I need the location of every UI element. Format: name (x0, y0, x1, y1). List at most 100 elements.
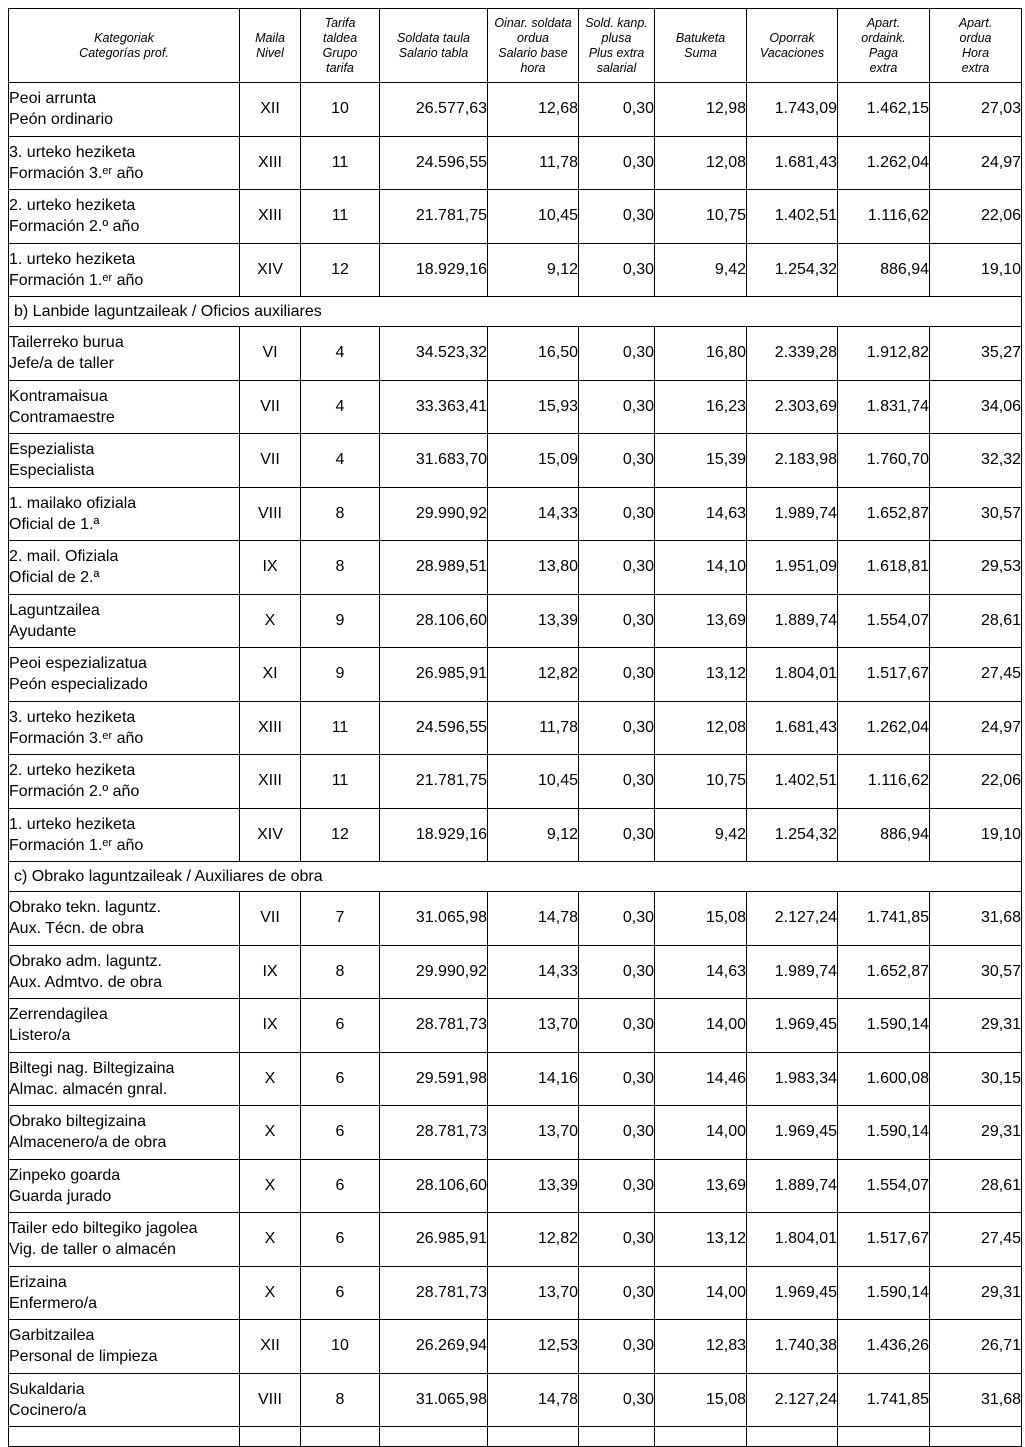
level-cell: XI (239, 647, 301, 702)
category-name-es: Oficial de 2.ª (9, 569, 100, 587)
col-header-line: Apart. (958, 15, 993, 30)
extra-pay-cell: 886,94 (837, 242, 930, 297)
plus-cell: 0,30 (578, 807, 655, 862)
extra-hour-cell: 24,97 (929, 135, 1022, 190)
table-row: Espezialista Especialista VII 4 31.683,70 15,… (8, 433, 1022, 488)
col-header-line: Kategoriak (94, 30, 154, 45)
sum-cell: 14,63 (654, 944, 747, 999)
empty-cell (929, 1426, 1022, 1447)
table-row: Laguntzailea Ayudante X 9 28.106,60 13,39 0,30… (8, 593, 1022, 648)
empty-cell (239, 1426, 301, 1447)
plus-cell: 0,30 (578, 593, 655, 648)
plus-cell: 0,30 (578, 1265, 655, 1320)
group-cell: 4 (300, 433, 380, 488)
table-row: Obrako biltegizaina Almacenero/a de obra X… (8, 1105, 1022, 1160)
category-name-es: Peón especializado (9, 676, 148, 694)
plus-cell: 0,30 (578, 647, 655, 702)
table-row: 2. mail. Ofiziala Oficial de 2.ª IX 8 28.989… (8, 540, 1022, 595)
category-name-es: Jefe/a de taller (9, 355, 114, 373)
category-cell: Sukaldaria Cocinero/a (8, 1372, 240, 1427)
empty-cell (8, 1426, 240, 1447)
base-hour-cell: 10,45 (487, 754, 579, 809)
level-cell: VIII (239, 486, 301, 541)
level-cell: VII (239, 433, 301, 488)
extra-hour-cell: 19,10 (929, 242, 1022, 297)
level-cell: X (239, 593, 301, 648)
col-header-level: Maila Nivel (239, 8, 301, 83)
base-hour-cell: 13,80 (487, 540, 579, 595)
salary-table-cell: 31.065,98 (379, 1372, 488, 1427)
category-name-eu: 1. urteko heziketa (9, 815, 136, 833)
category-name-eu: Sukaldaria (9, 1380, 85, 1398)
col-header-line: Nivel (256, 45, 284, 60)
plus-cell: 0,30 (578, 754, 655, 809)
category-name-es: Contramaestre (9, 408, 115, 426)
col-header-line: ordua (517, 30, 549, 45)
plus-cell: 0,30 (578, 1372, 655, 1427)
category-cell: Zinpeko goarda Guarda jurado (8, 1158, 240, 1213)
extra-pay-cell: 1.590,14 (837, 1265, 930, 1320)
category-name-eu: 2. urteko heziketa (9, 762, 136, 780)
category-name-es: Listero/a (9, 1027, 71, 1045)
category-name-es: Almac. almacén gnral. (9, 1080, 168, 1098)
category-name-eu: Laguntzailea (9, 601, 100, 619)
level-cell: X (239, 1105, 301, 1160)
table-row: 2. urteko heziketa Formación 2.º año XIII 1… (8, 754, 1022, 809)
salary-table-cell: 29.990,92 (379, 486, 488, 541)
vacations-cell: 2.183,98 (746, 433, 838, 488)
base-hour-cell: 15,09 (487, 433, 579, 488)
extra-pay-cell: 1.652,87 (837, 944, 930, 999)
table-row: 1. mailako ofiziala Oficial de 1.ª VIII 8 29… (8, 486, 1022, 541)
extra-pay-cell: 1.554,07 (837, 1158, 930, 1213)
category-name-es: Formación 3.ᵉʳ año (9, 164, 144, 182)
plus-cell: 0,30 (578, 1212, 655, 1267)
level-cell: X (239, 1158, 301, 1213)
group-cell: 10 (300, 82, 380, 137)
base-hour-cell: 11,78 (487, 700, 579, 755)
sum-cell: 10,75 (654, 189, 747, 244)
category-cell: 1. mailako ofiziala Oficial de 1.ª (8, 486, 240, 541)
vacations-cell: 2.127,24 (746, 891, 838, 946)
plus-cell: 0,30 (578, 326, 655, 381)
col-header-line: Grupo (322, 45, 358, 60)
group-cell: 6 (300, 998, 380, 1053)
col-header-salary-table: Soldata taula Salario tabla (379, 8, 488, 83)
extra-pay-cell: 1.262,04 (837, 135, 930, 190)
level-cell: VIII (239, 1372, 301, 1427)
group-cell: 11 (300, 189, 380, 244)
plus-cell: 0,30 (578, 998, 655, 1053)
vacations-cell: 1.804,01 (746, 1212, 838, 1267)
col-header-line: Salario tabla (398, 45, 469, 60)
extra-pay-cell: 1.262,04 (837, 700, 930, 755)
sum-cell: 13,69 (654, 1158, 747, 1213)
extra-pay-cell: 1.741,85 (837, 1372, 930, 1427)
category-name-eu: Tailerreko burua (9, 334, 124, 352)
extra-hour-cell: 29,31 (929, 1265, 1022, 1320)
level-cell: XIV (239, 807, 301, 862)
category-name-eu: Kontramaisua (9, 387, 108, 405)
category-name-eu: Obrako adm. laguntz. (9, 952, 162, 970)
table-row: 1. urteko heziketa Formación 1.ᵉʳ año XIV 1… (8, 242, 1022, 297)
plus-cell: 0,30 (578, 540, 655, 595)
group-cell: 6 (300, 1051, 380, 1106)
col-header-line: Oinar. soldata (494, 15, 572, 30)
plus-cell: 0,30 (578, 1105, 655, 1160)
col-header-line: extra (869, 60, 898, 75)
col-header-sum: Batuketa Suma (654, 8, 747, 83)
sum-cell: 13,12 (654, 647, 747, 702)
category-cell: 2. mail. Ofiziala Oficial de 2.ª (8, 540, 240, 595)
level-cell: XII (239, 1319, 301, 1374)
plus-cell: 0,30 (578, 891, 655, 946)
category-name-es: Formación 3.ᵉʳ año (9, 729, 144, 747)
col-header-tariff-group: Tarifa taldea Grupo tarifa (300, 8, 380, 83)
base-hour-cell: 14,78 (487, 1372, 579, 1427)
vacations-cell: 1.889,74 (746, 1158, 838, 1213)
base-hour-cell: 9,12 (487, 242, 579, 297)
col-header-categories: Kategoriak Categorías prof. (8, 8, 240, 83)
category-name-es: Personal de limpieza (9, 1348, 158, 1366)
col-header-line: Batuketa (675, 30, 726, 45)
vacations-cell: 1.402,51 (746, 189, 838, 244)
col-header-line: ordua (959, 30, 992, 45)
sum-cell: 16,23 (654, 379, 747, 434)
base-hour-cell: 13,70 (487, 1105, 579, 1160)
